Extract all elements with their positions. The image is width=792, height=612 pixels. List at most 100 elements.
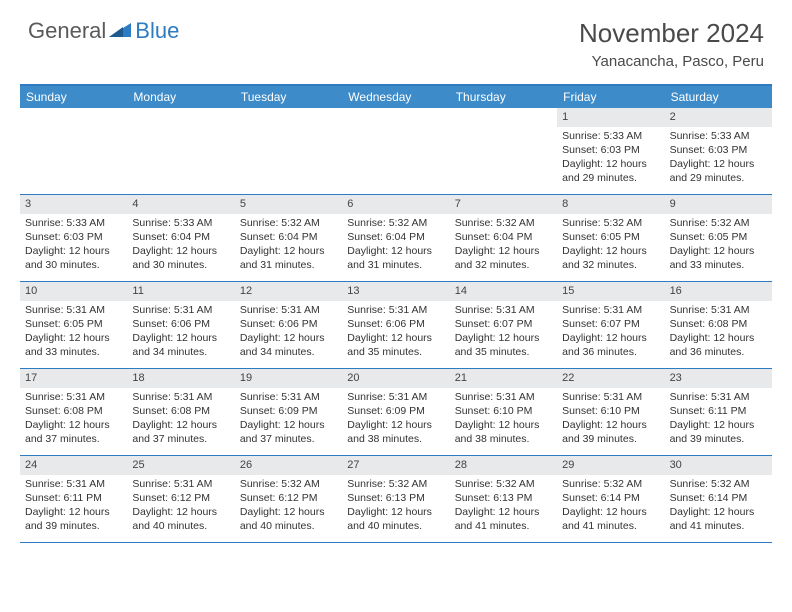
cell-text: Sunrise: 5:31 AMSunset: 6:11 PMDaylight:… (20, 475, 127, 538)
sunrise-text: Sunrise: 5:31 AM (25, 477, 122, 491)
day-header: Thursday (450, 86, 557, 108)
day-number: 3 (20, 195, 127, 214)
day-number: 11 (127, 282, 234, 301)
sunset-text: Sunset: 6:04 PM (347, 230, 444, 244)
cell-text: Sunrise: 5:32 AMSunset: 6:12 PMDaylight:… (235, 475, 342, 538)
sunrise-text: Sunrise: 5:31 AM (670, 390, 767, 404)
daylight-text: Daylight: 12 hours and 33 minutes. (25, 331, 122, 359)
calendar-cell: 4Sunrise: 5:33 AMSunset: 6:04 PMDaylight… (127, 195, 234, 281)
sunset-text: Sunset: 6:14 PM (670, 491, 767, 505)
sunrise-text: Sunrise: 5:32 AM (240, 477, 337, 491)
logo-text-blue: Blue (135, 18, 179, 44)
daylight-text: Daylight: 12 hours and 39 minutes. (25, 505, 122, 533)
sunrise-text: Sunrise: 5:32 AM (347, 477, 444, 491)
day-number: 23 (665, 369, 772, 388)
week-row: 17Sunrise: 5:31 AMSunset: 6:08 PMDayligh… (20, 369, 772, 456)
sunset-text: Sunset: 6:07 PM (455, 317, 552, 331)
calendar-cell: . (235, 108, 342, 194)
sunset-text: Sunset: 6:03 PM (670, 143, 767, 157)
week-row: .....1Sunrise: 5:33 AMSunset: 6:03 PMDay… (20, 108, 772, 195)
sunset-text: Sunset: 6:04 PM (132, 230, 229, 244)
cell-text: Sunrise: 5:31 AMSunset: 6:05 PMDaylight:… (20, 301, 127, 364)
day-number: 19 (235, 369, 342, 388)
calendar-cell: 10Sunrise: 5:31 AMSunset: 6:05 PMDayligh… (20, 282, 127, 368)
cell-text: Sunrise: 5:31 AMSunset: 6:10 PMDaylight:… (557, 388, 664, 451)
day-number: 10 (20, 282, 127, 301)
calendar-cell: 30Sunrise: 5:32 AMSunset: 6:14 PMDayligh… (665, 456, 772, 542)
daylight-text: Daylight: 12 hours and 40 minutes. (132, 505, 229, 533)
sunrise-text: Sunrise: 5:32 AM (670, 477, 767, 491)
calendar-cell: 1Sunrise: 5:33 AMSunset: 6:03 PMDaylight… (557, 108, 664, 194)
day-number: 15 (557, 282, 664, 301)
sunset-text: Sunset: 6:03 PM (25, 230, 122, 244)
sunrise-text: Sunrise: 5:32 AM (240, 216, 337, 230)
calendar-cell: 29Sunrise: 5:32 AMSunset: 6:14 PMDayligh… (557, 456, 664, 542)
calendar-cell: 26Sunrise: 5:32 AMSunset: 6:12 PMDayligh… (235, 456, 342, 542)
cell-text: Sunrise: 5:31 AMSunset: 6:08 PMDaylight:… (665, 301, 772, 364)
calendar: SundayMondayTuesdayWednesdayThursdayFrid… (20, 84, 772, 543)
weeks-container: .....1Sunrise: 5:33 AMSunset: 6:03 PMDay… (20, 108, 772, 543)
cell-text: Sunrise: 5:31 AMSunset: 6:06 PMDaylight:… (342, 301, 449, 364)
daylight-text: Daylight: 12 hours and 33 minutes. (670, 244, 767, 272)
daylight-text: Daylight: 12 hours and 40 minutes. (347, 505, 444, 533)
daylight-text: Daylight: 12 hours and 38 minutes. (347, 418, 444, 446)
calendar-cell: 22Sunrise: 5:31 AMSunset: 6:10 PMDayligh… (557, 369, 664, 455)
calendar-cell: 16Sunrise: 5:31 AMSunset: 6:08 PMDayligh… (665, 282, 772, 368)
day-number: 26 (235, 456, 342, 475)
daylight-text: Daylight: 12 hours and 38 minutes. (455, 418, 552, 446)
daylight-text: Daylight: 12 hours and 37 minutes. (132, 418, 229, 446)
daylight-text: Daylight: 12 hours and 41 minutes. (670, 505, 767, 533)
location-text: Yanacancha, Pasco, Peru (579, 53, 764, 70)
sunrise-text: Sunrise: 5:33 AM (562, 129, 659, 143)
sunset-text: Sunset: 6:08 PM (25, 404, 122, 418)
cell-text: Sunrise: 5:32 AMSunset: 6:05 PMDaylight:… (665, 214, 772, 277)
sunrise-text: Sunrise: 5:33 AM (670, 129, 767, 143)
sunrise-text: Sunrise: 5:31 AM (132, 390, 229, 404)
day-header: Friday (557, 86, 664, 108)
sunset-text: Sunset: 6:05 PM (670, 230, 767, 244)
calendar-cell: 3Sunrise: 5:33 AMSunset: 6:03 PMDaylight… (20, 195, 127, 281)
cell-text: Sunrise: 5:31 AMSunset: 6:06 PMDaylight:… (235, 301, 342, 364)
daylight-text: Daylight: 12 hours and 32 minutes. (455, 244, 552, 272)
sunset-text: Sunset: 6:06 PM (347, 317, 444, 331)
sunset-text: Sunset: 6:12 PM (240, 491, 337, 505)
daylight-text: Daylight: 12 hours and 36 minutes. (670, 331, 767, 359)
sunrise-text: Sunrise: 5:31 AM (132, 303, 229, 317)
sunset-text: Sunset: 6:10 PM (455, 404, 552, 418)
logo: General Blue (28, 18, 179, 44)
sunrise-text: Sunrise: 5:33 AM (25, 216, 122, 230)
cell-text: Sunrise: 5:32 AMSunset: 6:13 PMDaylight:… (450, 475, 557, 538)
day-number: 12 (235, 282, 342, 301)
calendar-cell: 14Sunrise: 5:31 AMSunset: 6:07 PMDayligh… (450, 282, 557, 368)
cell-text: Sunrise: 5:31 AMSunset: 6:07 PMDaylight:… (557, 301, 664, 364)
sunrise-text: Sunrise: 5:32 AM (670, 216, 767, 230)
sunset-text: Sunset: 6:08 PM (670, 317, 767, 331)
day-number: 2 (665, 108, 772, 127)
sunrise-text: Sunrise: 5:31 AM (25, 390, 122, 404)
daylight-text: Daylight: 12 hours and 37 minutes. (240, 418, 337, 446)
calendar-cell: 17Sunrise: 5:31 AMSunset: 6:08 PMDayligh… (20, 369, 127, 455)
calendar-cell: 28Sunrise: 5:32 AMSunset: 6:13 PMDayligh… (450, 456, 557, 542)
cell-text: Sunrise: 5:33 AMSunset: 6:03 PMDaylight:… (557, 127, 664, 190)
day-number: 25 (127, 456, 234, 475)
sunrise-text: Sunrise: 5:31 AM (455, 303, 552, 317)
sunrise-text: Sunrise: 5:31 AM (347, 303, 444, 317)
sunrise-text: Sunrise: 5:31 AM (455, 390, 552, 404)
cell-text: Sunrise: 5:31 AMSunset: 6:07 PMDaylight:… (450, 301, 557, 364)
calendar-cell: 6Sunrise: 5:32 AMSunset: 6:04 PMDaylight… (342, 195, 449, 281)
calendar-cell: 9Sunrise: 5:32 AMSunset: 6:05 PMDaylight… (665, 195, 772, 281)
calendar-cell: 25Sunrise: 5:31 AMSunset: 6:12 PMDayligh… (127, 456, 234, 542)
daylight-text: Daylight: 12 hours and 35 minutes. (347, 331, 444, 359)
day-header: Wednesday (342, 86, 449, 108)
cell-text: Sunrise: 5:31 AMSunset: 6:10 PMDaylight:… (450, 388, 557, 451)
sunset-text: Sunset: 6:10 PM (562, 404, 659, 418)
cell-text: Sunrise: 5:31 AMSunset: 6:08 PMDaylight:… (127, 388, 234, 451)
day-number: 13 (342, 282, 449, 301)
calendar-cell: 13Sunrise: 5:31 AMSunset: 6:06 PMDayligh… (342, 282, 449, 368)
sunrise-text: Sunrise: 5:31 AM (132, 477, 229, 491)
calendar-cell: 8Sunrise: 5:32 AMSunset: 6:05 PMDaylight… (557, 195, 664, 281)
day-header: Sunday (20, 86, 127, 108)
day-header: Tuesday (235, 86, 342, 108)
daylight-text: Daylight: 12 hours and 29 minutes. (562, 157, 659, 185)
calendar-cell: 20Sunrise: 5:31 AMSunset: 6:09 PMDayligh… (342, 369, 449, 455)
